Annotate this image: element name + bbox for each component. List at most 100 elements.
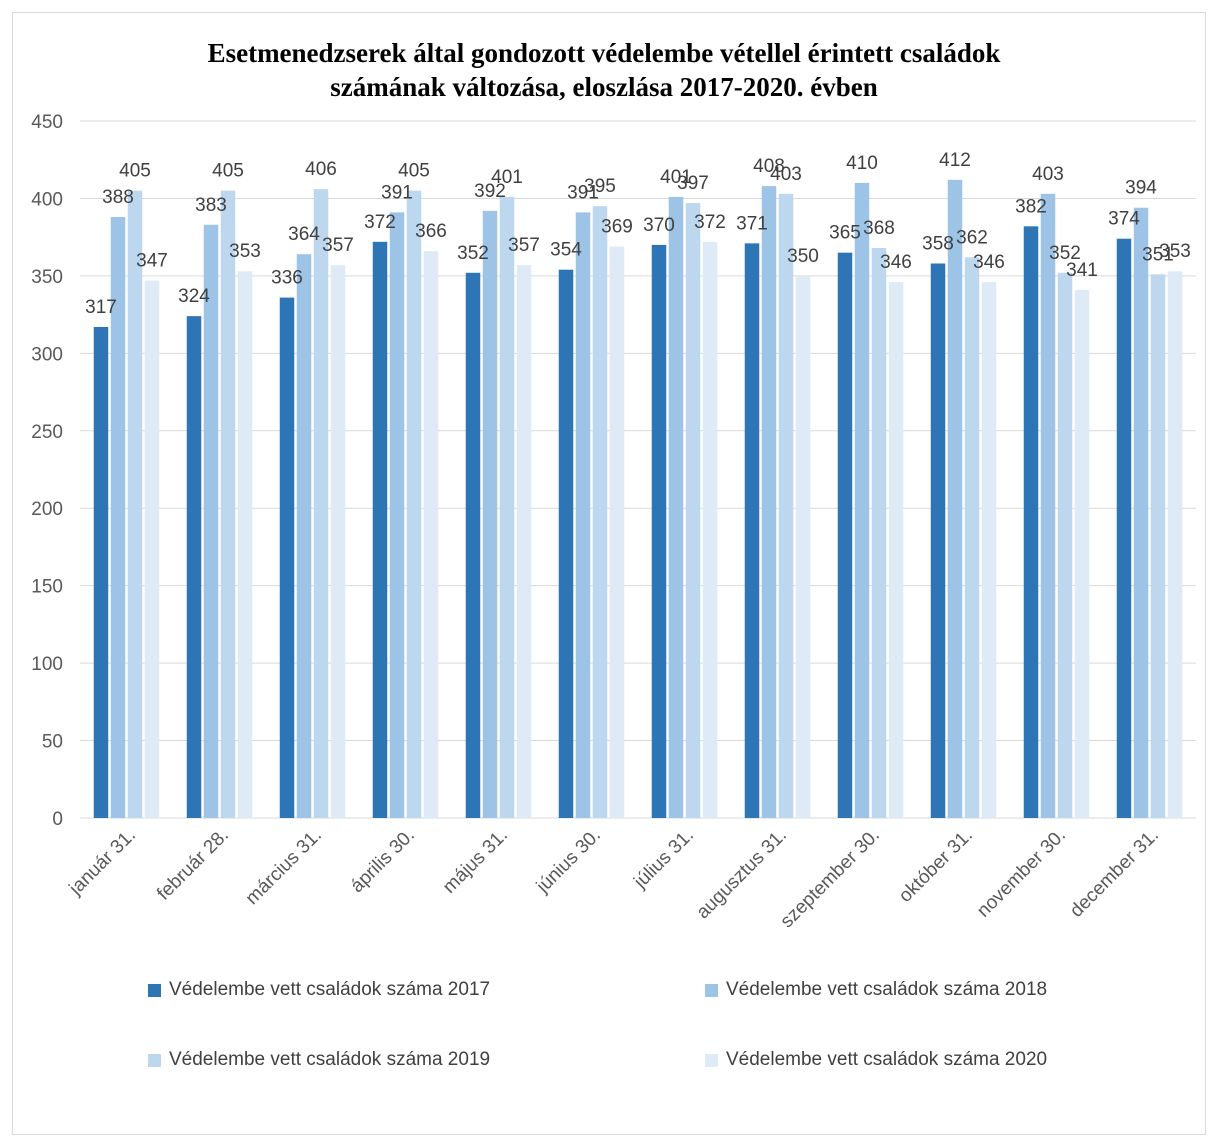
data-label-2-4: 391 bbox=[381, 182, 413, 203]
y-axis-tick-labels: 0 50 100 150 200 250 300 350 400 450 bbox=[31, 112, 63, 830]
data-label-4-10: 346 bbox=[973, 252, 1005, 273]
bar-3-6 bbox=[592, 206, 608, 818]
bar-2-3 bbox=[296, 254, 312, 818]
bar-4-9 bbox=[888, 282, 904, 818]
bar-4-3 bbox=[330, 265, 346, 819]
x-tick-label-6: június 30. bbox=[532, 825, 605, 898]
bar-1-3 bbox=[279, 297, 295, 818]
data-label-3-1: 405 bbox=[119, 161, 151, 182]
y-tick-label-450: 450 bbox=[31, 112, 63, 133]
bar-4-10 bbox=[981, 282, 997, 818]
data-label-3-10: 362 bbox=[956, 227, 988, 248]
data-label-4-7: 372 bbox=[694, 212, 726, 233]
data-label-2-7: 401 bbox=[660, 167, 692, 188]
bar-2-7 bbox=[668, 196, 684, 818]
bar-2-8 bbox=[761, 186, 777, 818]
x-tick-label-4: április 30. bbox=[347, 825, 419, 897]
data-label-4-2: 353 bbox=[229, 241, 261, 262]
bar-4-4 bbox=[423, 251, 439, 818]
legend-label-2017: Védelembe vett családok száma 2017 bbox=[169, 979, 491, 1000]
data-label-2-1: 388 bbox=[102, 187, 134, 208]
bar-2-1 bbox=[110, 217, 126, 818]
bar-3-8 bbox=[778, 193, 794, 818]
y-tick-label-250: 250 bbox=[31, 422, 63, 443]
data-label-2-11: 403 bbox=[1032, 164, 1064, 185]
data-label-1-9: 365 bbox=[829, 223, 861, 244]
x-tick-label-9: szeptember 30. bbox=[777, 825, 884, 932]
data-label-3-12: 351 bbox=[1142, 244, 1174, 265]
x-tick-label-5: május 31. bbox=[439, 825, 512, 898]
y-tick-label-100: 100 bbox=[31, 654, 63, 675]
legend-label-2020: Védelembe vett családok száma 2020 bbox=[726, 1049, 1048, 1070]
legend-label-2018: Védelembe vett családok száma 2018 bbox=[726, 979, 1048, 1000]
data-label-2-3: 364 bbox=[288, 224, 320, 245]
legend-swatch-2019 bbox=[148, 1053, 161, 1067]
bar-2-4 bbox=[389, 212, 405, 818]
bar-4-6 bbox=[609, 246, 625, 818]
bar-4-5 bbox=[516, 265, 532, 819]
bars bbox=[93, 179, 1183, 819]
data-label-3-8: 403 bbox=[770, 164, 802, 185]
bar-2-2 bbox=[203, 224, 219, 818]
data-label-3-2: 405 bbox=[212, 161, 244, 182]
bar-1-9 bbox=[837, 252, 853, 819]
data-label-4-6: 369 bbox=[601, 216, 633, 237]
legend-label-2019: Védelembe vett családok száma 2019 bbox=[169, 1049, 491, 1070]
x-tick-label-11: november 30. bbox=[973, 825, 1070, 922]
data-label-1-11: 382 bbox=[1015, 196, 1047, 217]
y-tick-label-50: 50 bbox=[42, 732, 63, 753]
x-tick-label-7: július 31. bbox=[629, 825, 698, 894]
bar-1-12 bbox=[1116, 238, 1132, 818]
y-tick-label-200: 200 bbox=[31, 499, 63, 520]
chart-title-line-2: számának változása, eloszlása 2017-2020.… bbox=[330, 72, 878, 102]
bar-4-12 bbox=[1167, 271, 1183, 819]
legend-swatch-2020 bbox=[705, 1053, 718, 1067]
bar-2-9 bbox=[854, 182, 870, 818]
bar-3-5 bbox=[499, 196, 515, 818]
bar-3-12 bbox=[1150, 274, 1166, 819]
x-tick-label-10: október 31. bbox=[895, 825, 977, 907]
chart-title: Esetmenedzserek által gondozott védelemb… bbox=[0, 36, 1208, 104]
bar-3-10 bbox=[964, 257, 980, 818]
legend-item-2019: Védelembe vett családok száma 2019 bbox=[148, 1049, 490, 1071]
bar-1-7 bbox=[651, 244, 667, 818]
gridlines bbox=[80, 120, 1196, 819]
data-label-3-9: 368 bbox=[863, 218, 895, 239]
data-label-3-4: 405 bbox=[398, 161, 430, 182]
legend-swatch-2017 bbox=[148, 983, 161, 997]
bar-3-7 bbox=[685, 203, 701, 818]
data-label-1-4: 372 bbox=[364, 212, 396, 233]
data-label-1-6: 354 bbox=[550, 240, 582, 261]
legend-item-2020: Védelembe vett családok száma 2020 bbox=[705, 1049, 1047, 1071]
bar-3-11 bbox=[1057, 272, 1073, 818]
bar-1-5 bbox=[465, 272, 481, 818]
chart-title-line-1: Esetmenedzserek által gondozott védelemb… bbox=[207, 38, 1001, 68]
data-label-2-6: 391 bbox=[567, 182, 599, 203]
data-label-4-5: 357 bbox=[508, 235, 540, 256]
data-label-4-4: 366 bbox=[415, 221, 447, 242]
bar-1-4 bbox=[372, 241, 388, 818]
y-tick-label-150: 150 bbox=[31, 577, 63, 598]
data-label-3-6: 395 bbox=[584, 176, 616, 197]
y-tick-label-400: 400 bbox=[31, 189, 63, 210]
bar-3-3 bbox=[313, 189, 329, 818]
data-label-2-10: 412 bbox=[939, 150, 971, 171]
data-label-3-5: 401 bbox=[491, 167, 523, 188]
data-label-1-2: 324 bbox=[178, 286, 210, 307]
bar-4-11 bbox=[1074, 289, 1090, 819]
y-tick-label-300: 300 bbox=[31, 344, 63, 365]
legend-item-2017: Védelembe vett családok száma 2017 bbox=[148, 979, 490, 1001]
x-tick-label-2: február 28. bbox=[153, 825, 233, 905]
x-tick-label-3: március 31. bbox=[242, 825, 326, 909]
bar-2-10 bbox=[947, 179, 963, 818]
y-tick-label-0: 0 bbox=[52, 809, 63, 830]
legend-swatch-2018 bbox=[705, 983, 718, 997]
data-label-2-2: 383 bbox=[195, 195, 227, 216]
data-label-1-7: 370 bbox=[643, 215, 675, 236]
bar-3-2 bbox=[220, 190, 236, 818]
data-label-3-3: 406 bbox=[305, 159, 337, 180]
bar-1-2 bbox=[186, 316, 202, 818]
bar-1-10 bbox=[930, 263, 946, 818]
bar-4-2 bbox=[237, 271, 253, 819]
bar-3-4 bbox=[406, 190, 422, 818]
